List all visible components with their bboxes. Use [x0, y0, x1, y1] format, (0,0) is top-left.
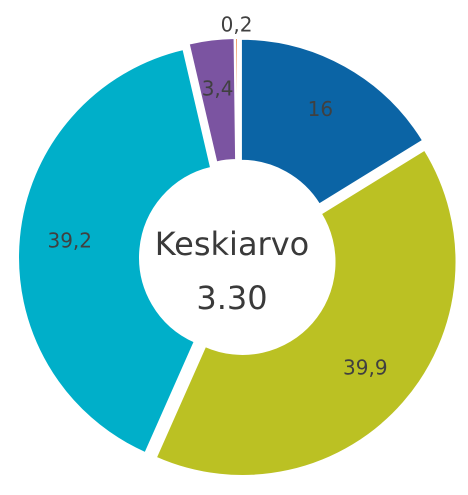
- donut-slice: [154, 148, 458, 477]
- data-label: 16: [308, 97, 333, 121]
- donut-slice: [239, 37, 425, 206]
- center-value: 3.30: [196, 279, 267, 317]
- donut-slice: [187, 37, 238, 164]
- data-label: 39,9: [343, 356, 388, 380]
- donut-slice: [17, 47, 213, 455]
- data-label: 0,2: [221, 13, 253, 37]
- center-label: Keskiarvo: [155, 225, 309, 263]
- data-label: 39,2: [47, 229, 92, 253]
- data-label: 3,4: [202, 77, 234, 101]
